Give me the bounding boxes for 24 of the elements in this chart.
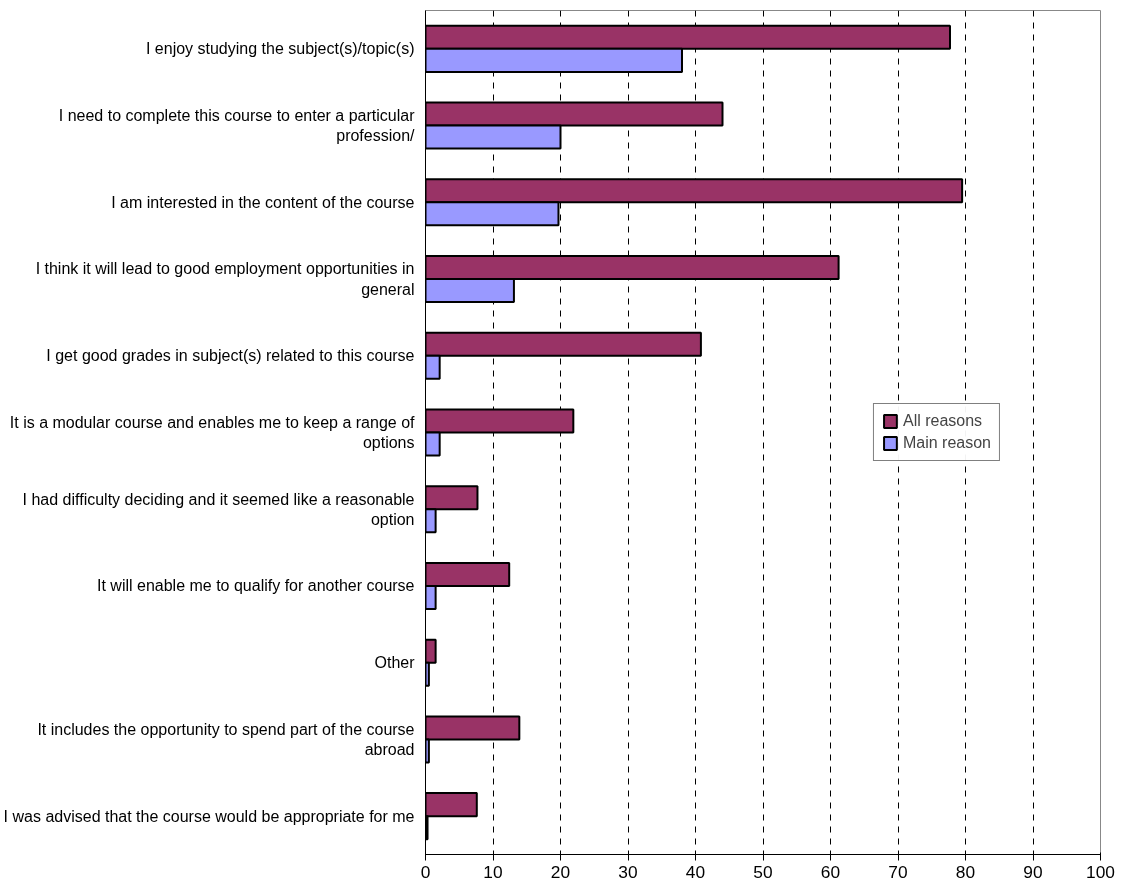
x-tick-label: 30: [618, 861, 638, 882]
y-tick-label: It is a modular course and enables me to keep a range of options: [9, 413, 416, 452]
y-tick-label: Other: [374, 654, 416, 672]
y-tick-label: I enjoy studying the subject(s)/topic(s): [145, 40, 415, 58]
y-tick-label: I need to complete this course to enter a particular profession/: [58, 106, 416, 145]
x-tick-label: 50: [753, 861, 773, 882]
y-tick-label: I think it will lead to good employment opportunities in general: [35, 260, 415, 298]
x-tick-label: 60: [820, 861, 841, 882]
legend-label: All reasons: [902, 412, 983, 430]
x-tick-label: 10: [483, 861, 503, 882]
y-tick-label: It includes the opportunity to spend part of the course abroad: [37, 720, 415, 759]
y-tick-label: I was advised that the course would be appropriate for me: [3, 807, 415, 825]
legend-label: Main reason: [902, 434, 991, 452]
x-tick-label: 40: [685, 861, 706, 882]
y-tick-label: It will enable me to qualify for another course: [97, 577, 415, 595]
y-tick-label: I am interested in the content of the course: [111, 193, 415, 211]
x-tick-label: 90: [1023, 861, 1043, 882]
x-tick-label: 70: [888, 861, 908, 882]
x-tick-label: 80: [955, 861, 976, 882]
x-tick-label: 0: [420, 861, 431, 882]
x-tick-label: 100: [1086, 861, 1115, 882]
x-tick-label: 20: [550, 861, 571, 882]
y-tick-label: I had difficulty deciding and it seemed like a reasonable option: [22, 490, 415, 528]
y-tick-label: I get good grades in subject(s) related to this course: [46, 347, 415, 365]
